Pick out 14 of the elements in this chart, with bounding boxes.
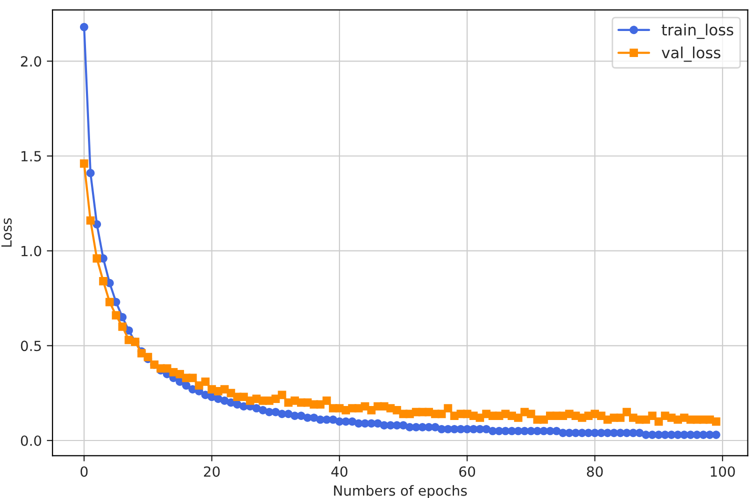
y-tick-label: 0.0 <box>20 435 42 446</box>
x-tick-label: 80 <box>586 466 603 477</box>
legend-label: train_loss <box>662 24 734 39</box>
x-tick-label: 40 <box>331 466 348 477</box>
legend-label: val_loss <box>662 46 720 62</box>
y-tick-label: 2.0 <box>21 56 42 67</box>
x-tick-label: 60 <box>459 466 476 477</box>
x-tick-label: 20 <box>204 466 220 477</box>
y-tick-label: 0.5 <box>20 340 41 352</box>
x-tick-label: 100 <box>710 466 735 477</box>
y-tick-label: 1.5 <box>22 151 41 162</box>
y-axis-title: Loss <box>1 218 12 247</box>
y-tick-label: 1.0 <box>22 246 42 256</box>
x-tick-label: 0 <box>80 466 88 477</box>
